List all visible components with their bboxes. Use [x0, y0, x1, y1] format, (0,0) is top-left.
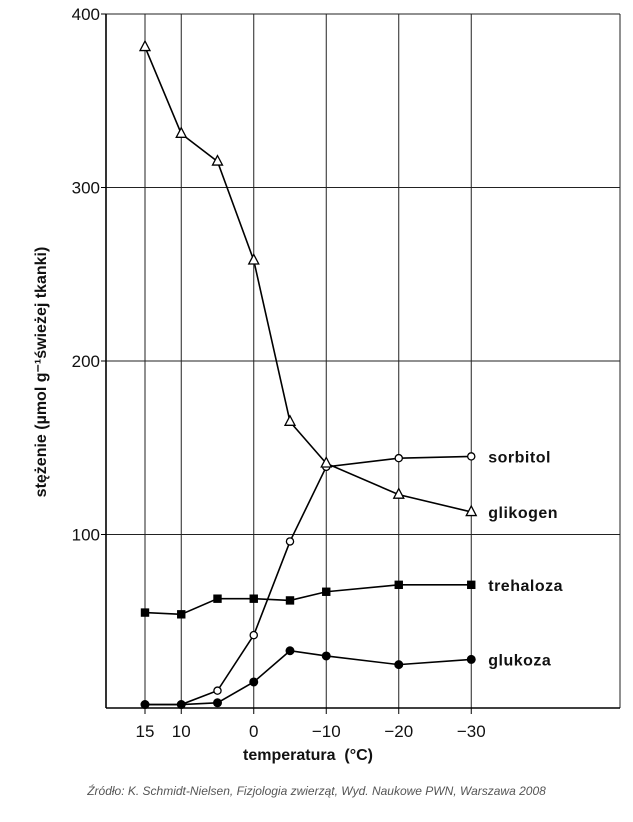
series-line-glukoza [145, 649, 472, 706]
y-tick-label: 100 [72, 526, 100, 545]
data-point-glikogen [320, 456, 333, 468]
data-point-glikogen [392, 487, 405, 499]
series-glukoza [140, 646, 476, 710]
data-point-glikogen [465, 504, 478, 517]
x-axis-title: temperatura (°C) [243, 747, 373, 764]
data-point-trehaloza [285, 596, 295, 605]
data-point-sorbitol [213, 686, 222, 695]
y-tick-label: 400 [72, 5, 100, 24]
data-point-glukoza [321, 651, 331, 661]
y-axis-title: stężenie (µmol g⁻¹świeżej tkanki) [33, 247, 50, 498]
series-line-glikogen [144, 46, 472, 513]
data-point-sorbitol [394, 453, 403, 463]
data-point-glukoza [466, 654, 476, 664]
series-line-sorbitol [145, 455, 472, 706]
series-label-sorbitol: sorbitol [488, 449, 551, 466]
series-sorbitol [140, 452, 476, 709]
data-point-glukoza [213, 698, 222, 708]
x-tick-label: 0 [249, 722, 258, 741]
data-point-sorbitol [466, 452, 476, 461]
x-tick-label: −20 [384, 722, 413, 741]
data-point-glikogen [283, 414, 297, 426]
x-tick-label: 10 [172, 722, 191, 741]
data-point-glukoza [249, 677, 259, 687]
series-label-trehaloza: trehaloza [488, 578, 563, 595]
data-point-sorbitol [285, 537, 295, 546]
data-point-trehaloza [213, 594, 222, 603]
data-point-glukoza [140, 700, 150, 710]
series-labels: sorbitol glikogen trehaloza glukoza [488, 449, 563, 669]
series-label-glukoza: glukoza [488, 652, 551, 669]
data-point-sorbitol [249, 630, 258, 640]
data-point-glukoza [285, 646, 295, 656]
data-point-glikogen [138, 39, 152, 52]
source-note: Źródło: K. Schmidt-Nielsen, Fizjologia z… [87, 784, 546, 798]
y-tick-label: 300 [72, 179, 100, 198]
data-point-glikogen [175, 126, 188, 138]
grid [106, 13, 621, 708]
x-tick-label: −30 [457, 722, 486, 741]
data-point-glikogen [211, 154, 224, 166]
data-point-trehaloza [467, 580, 476, 590]
series-line-trehaloza [144, 584, 472, 616]
data-point-glukoza [176, 700, 186, 710]
data-point-trehaloza [322, 587, 331, 596]
x-tick-label: −10 [312, 722, 341, 741]
data-point-trehaloza [249, 594, 258, 603]
data-point-glukoza [394, 660, 404, 670]
data-point-trehaloza [140, 608, 150, 617]
y-tick-label: 200 [72, 352, 100, 371]
data-point-trehaloza [177, 610, 186, 619]
data-point-glikogen [247, 253, 260, 265]
series-trehaloza [140, 580, 476, 619]
series-glikogen [138, 39, 478, 517]
x-tick-label: 15 [136, 722, 155, 741]
data-point-trehaloza [394, 580, 403, 590]
series-label-glikogen: glikogen [488, 505, 558, 522]
series [138, 39, 478, 710]
